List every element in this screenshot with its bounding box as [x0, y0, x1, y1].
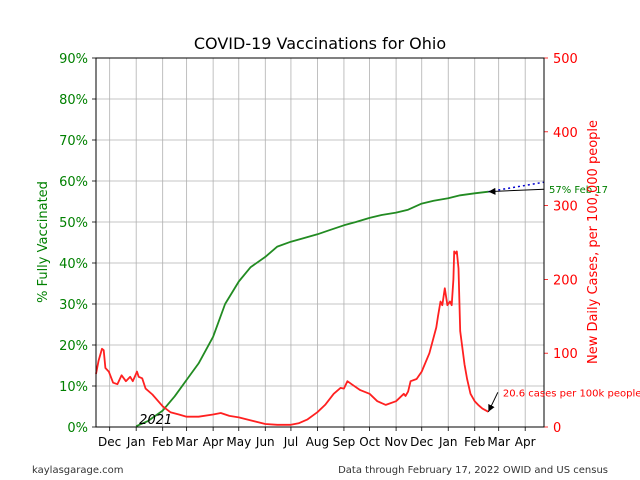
y-left-tick-label: 40% [59, 257, 88, 272]
x-tick-label: Jan [438, 435, 458, 449]
x-tick-label: Jul [283, 435, 298, 449]
y-left-tick-label: 0% [67, 421, 88, 436]
x-tick-label: Feb [152, 435, 173, 449]
y-left-tick-label: 80% [59, 93, 88, 108]
y-left-tick-label: 10% [59, 380, 88, 395]
y-right-tick-label: 300 [553, 200, 578, 215]
plot-frame [95, 57, 545, 428]
x-tick-label: Dec [410, 435, 433, 449]
y-right-tick-label: 500 [553, 52, 578, 67]
footer-source-right: Data through February 17, 2022 OWID and … [338, 465, 608, 476]
series-layer [95, 181, 545, 428]
y-left-axis-label: % Fully Vaccinated [36, 181, 51, 303]
y-right-tick-label: 200 [553, 273, 578, 288]
annotation-label: 57% Feb 17 [549, 185, 608, 196]
grid [96, 57, 544, 428]
x-tick-label: May [226, 435, 251, 449]
y-left-tick-label: 30% [59, 298, 88, 313]
annotation-arrow [488, 187, 545, 195]
x-tick-label: Mar [175, 435, 198, 449]
y-left-tick-label: 60% [59, 175, 88, 190]
series-line-2 [95, 250, 489, 426]
x-tick-label: Feb [464, 435, 485, 449]
x-tick-label: Aug [306, 435, 329, 449]
y-right-tick-label: 0 [553, 421, 561, 436]
y-left-tick-label: 90% [59, 52, 88, 67]
annotations: 57% Feb 17 20.6 cases per 100k people [487, 185, 640, 413]
x-tick-label: Jun [255, 435, 275, 449]
series-line-0 [135, 190, 489, 428]
x-tick-label: Sep [333, 435, 356, 449]
y-right-axis-label: New Daily Cases, per 100,000 people [586, 120, 601, 364]
x-tick-label: Nov [384, 435, 407, 449]
axes: Dec Jan Feb Mar Apr May Jun Jul Aug Sep Oct Nov Dec J… [59, 52, 578, 449]
y-right-tick-label: 400 [553, 126, 578, 141]
x-tick-label: Apr [515, 435, 536, 449]
year-label: 2021 [139, 413, 172, 428]
y-left-tick-label: 50% [59, 216, 88, 231]
y-right-tick-label: 100 [553, 347, 578, 362]
chart-title: COVID-19 Vaccinations for Ohio [194, 34, 446, 53]
x-tick-label: Jan [126, 435, 146, 449]
annotation-label: 20.6 cases per 100k people [503, 388, 640, 399]
y-left-tick-label: 70% [59, 134, 88, 149]
footer-source-left: kaylasgarage.com [32, 465, 124, 476]
x-tick-label: Oct [359, 435, 380, 449]
annotation-arrow [487, 392, 499, 413]
x-tick-label: Mar [487, 435, 510, 449]
x-tick-label: Dec [98, 435, 121, 449]
x-tick-label: Apr [203, 435, 224, 449]
y-left-tick-label: 20% [59, 339, 88, 354]
